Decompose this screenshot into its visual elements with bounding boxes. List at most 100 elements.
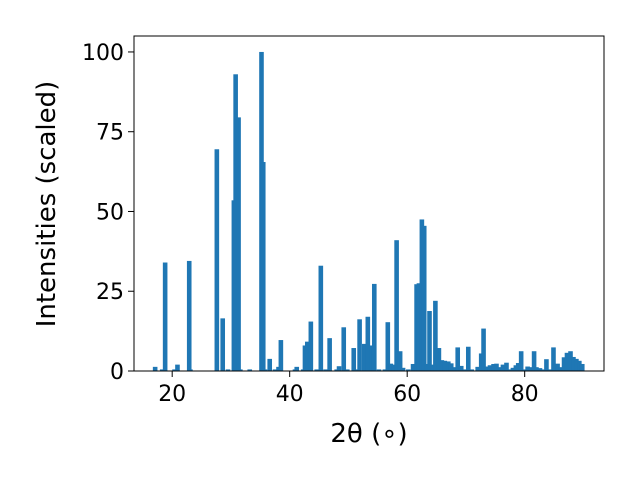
x-axis-ticks: 20 40 60 80	[158, 371, 539, 407]
bar	[424, 363, 429, 371]
y-axis-ticks: 0 25 50 75 100	[82, 41, 134, 385]
bar	[323, 369, 328, 371]
bar	[233, 74, 238, 371]
bar	[540, 369, 546, 371]
bar	[481, 328, 486, 371]
plot-frame	[133, 35, 605, 372]
bar	[225, 369, 231, 371]
bar	[469, 369, 475, 371]
bar	[568, 351, 573, 371]
bar	[371, 283, 377, 371]
bar	[262, 369, 268, 371]
y-tick-label: 100	[82, 41, 124, 66]
x-tick-label: 20	[158, 382, 186, 407]
bar	[500, 364, 506, 371]
bar	[555, 363, 560, 371]
bar	[159, 369, 165, 371]
bar	[487, 365, 493, 371]
bar	[504, 362, 509, 371]
bar	[446, 361, 451, 371]
bar	[247, 369, 253, 371]
bar	[528, 367, 533, 371]
bar	[525, 366, 530, 371]
bar	[186, 260, 192, 371]
bar	[571, 356, 576, 371]
bar	[272, 369, 278, 371]
bar	[344, 369, 350, 371]
bar	[436, 348, 442, 371]
bar	[278, 340, 284, 371]
bar	[172, 369, 177, 371]
y-tick-label: 25	[96, 280, 124, 305]
bar	[341, 327, 347, 371]
bar	[484, 366, 489, 371]
bar	[267, 358, 273, 371]
bar	[475, 366, 480, 371]
bar	[579, 363, 585, 371]
bar	[494, 363, 499, 371]
y-tick-label: 75	[96, 121, 124, 146]
bar	[561, 357, 567, 371]
bar	[465, 346, 471, 371]
bar	[442, 360, 448, 371]
bar	[188, 369, 193, 371]
bar	[564, 352, 570, 371]
bar	[577, 360, 582, 371]
bar	[388, 363, 394, 371]
bar	[518, 351, 524, 371]
bar	[353, 369, 359, 371]
bar	[410, 363, 416, 371]
bar	[391, 364, 397, 371]
bar	[376, 369, 382, 371]
bar	[397, 351, 403, 371]
bar	[510, 367, 516, 371]
bar	[416, 283, 422, 371]
bar	[276, 366, 281, 371]
y-tick-label: 0	[110, 360, 124, 385]
x-tick-label: 40	[276, 382, 304, 407]
bar	[439, 360, 445, 371]
bar	[544, 359, 549, 371]
bar	[394, 240, 399, 371]
bar	[260, 162, 266, 371]
bar	[294, 366, 300, 371]
bar	[547, 369, 553, 371]
bar	[314, 369, 320, 371]
bar	[414, 284, 419, 371]
bar	[534, 367, 539, 371]
bar	[175, 364, 180, 371]
bar	[327, 338, 332, 371]
x-tick-label: 60	[393, 382, 421, 407]
bar	[551, 347, 556, 371]
bar	[336, 366, 342, 371]
bar	[430, 364, 435, 371]
bar	[308, 321, 314, 371]
bar	[236, 117, 241, 371]
bar	[369, 345, 374, 371]
bar	[220, 318, 226, 371]
bar	[531, 351, 537, 371]
bar	[334, 369, 339, 371]
bar	[305, 341, 310, 371]
bar	[513, 365, 519, 371]
bar	[497, 367, 503, 371]
bar	[491, 363, 496, 371]
bar-series	[152, 51, 585, 371]
bar	[455, 347, 461, 371]
bar	[406, 369, 411, 371]
bar	[365, 316, 371, 371]
bar	[400, 367, 406, 371]
bar	[152, 366, 158, 371]
bar	[462, 369, 468, 371]
bar	[362, 343, 367, 371]
bar	[302, 345, 308, 371]
bar	[419, 219, 425, 371]
bar	[238, 369, 243, 371]
bar	[574, 358, 579, 371]
y-tick-label: 50	[96, 200, 124, 225]
bar	[433, 300, 438, 371]
bar	[448, 363, 454, 371]
bar	[162, 262, 168, 371]
bar	[478, 353, 484, 371]
